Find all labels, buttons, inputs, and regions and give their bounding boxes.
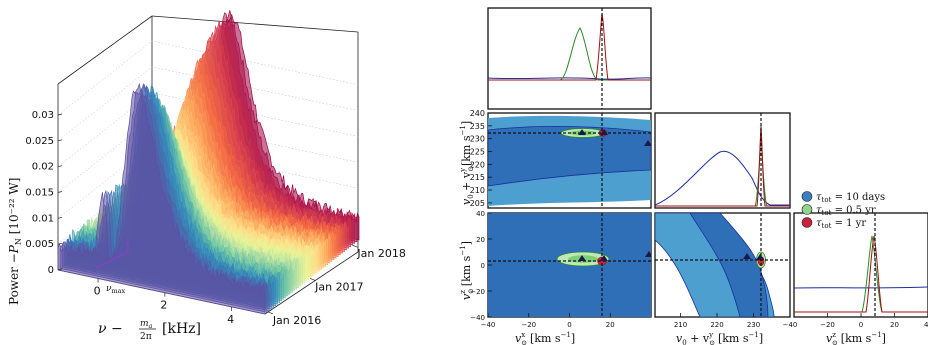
- corner-tick-label: −40: [481, 321, 496, 329]
- z-tick: [57, 139, 63, 142]
- marginal-vx-green: [488, 27, 651, 81]
- corner-tick-label: 205: [470, 199, 485, 208]
- corner-tick-label: 220: [470, 160, 485, 169]
- corner-tick-label: 225: [470, 148, 485, 157]
- corner-tick-label: 0: [567, 321, 571, 329]
- y-axis-label: Power −PN [10⁻²² W]: [7, 178, 23, 305]
- z-tick-label: 0.025: [25, 136, 54, 147]
- waterfall-traces: [57, 10, 360, 315]
- marginal-vx-frame: [487, 7, 652, 110]
- corner-tick-label: 220: [710, 321, 723, 329]
- vz-bottom-axis-label: vz ⊙ [km s−1]: [826, 331, 886, 345]
- waterfall-trace: [57, 82, 266, 315]
- time-tick: [352, 244, 358, 248]
- corner-tick-label: 40: [476, 210, 485, 218]
- x-axis-ticks: 0 2 4: [94, 278, 234, 326]
- joint-vy-vz: [655, 213, 790, 317]
- z-tick: [57, 268, 63, 271]
- corner-tick-label: 210: [470, 186, 485, 195]
- vy-axis-label: v0 + vy⊙[km s−1]: [459, 121, 475, 205]
- legend-label: τtot = 0.5 yr: [816, 205, 876, 217]
- z-tick: [57, 191, 63, 193]
- legend-label: τtot = 10 days: [816, 192, 885, 204]
- svg-text:ν −: ν −: [98, 321, 123, 337]
- marginal-vz: [794, 213, 928, 317]
- z-tick: [57, 165, 63, 168]
- corner-tick-label: −40: [470, 314, 485, 322]
- joint-vx-vz: [488, 213, 651, 317]
- z-tick-label: 0.02: [32, 162, 54, 173]
- corner-tick-label: 215: [470, 173, 485, 182]
- marginal-vy: [655, 113, 790, 208]
- legend-marker: [801, 191, 813, 202]
- corner-tick-label: −20: [521, 321, 536, 329]
- legend-label: τtot = 1 yr: [816, 218, 866, 230]
- corner-ticks: −40 −20 0 20 205 210 215 220 225 230 235 240 −40 −20 0…: [470, 109, 928, 329]
- corner-tick-label: 20: [606, 321, 615, 329]
- vy-bottom-axis-label: v0 + vy ⊙ [km s−1]: [676, 331, 763, 345]
- time-tick: [267, 311, 273, 315]
- z-tick-label: 0: [48, 265, 54, 276]
- marginal-vx-red: [488, 13, 651, 81]
- corner-tick-label: 210: [674, 321, 687, 329]
- x-tick-label: 2: [160, 299, 167, 312]
- corner-tick-label: 230: [747, 321, 760, 329]
- corner-plot: −40 −20 0 20 205 210 215 220 225 230 235 240 −40 −20 0…: [459, 7, 928, 345]
- x-tick-label: 0: [94, 285, 101, 298]
- corner-tick-label: −40: [783, 321, 798, 329]
- z-tick-label: 0.005: [25, 239, 54, 250]
- nu-max-marker: νmax: [95, 238, 129, 295]
- corner-tick-label: 235: [470, 122, 485, 131]
- z-tick: [57, 216, 63, 219]
- corner-tick-label: 20: [476, 236, 485, 244]
- x-axis-label: ν − ma 2π [kHz]: [98, 319, 201, 342]
- corner-tick-label: −20: [470, 288, 485, 296]
- z-tick: [57, 242, 63, 245]
- z-tick: [57, 113, 63, 116]
- z-tick-label: 0.01: [32, 213, 54, 224]
- corner-tick-label: 240: [470, 109, 485, 118]
- waterfall-plot: νmax 0 0.005 0.01 0.015 0.02 0.025 0.03 0 2 4 Ja…: [7, 10, 406, 342]
- corner-tick-label: 230: [470, 135, 485, 144]
- time-tick-label: Jan 2018: [356, 247, 405, 260]
- corner-tick-label: −20: [820, 321, 835, 329]
- marginal-vx: [488, 8, 651, 109]
- x-tick-label: 4: [227, 313, 234, 326]
- time-tick-label: Jan 2017: [314, 280, 363, 293]
- marginal-vx-blue: [488, 77, 651, 80]
- corner-tick-label: 20: [890, 321, 899, 329]
- legend-marker: [801, 204, 813, 215]
- z-tick-label: 0.015: [25, 188, 54, 199]
- corner-tick-label: 0: [481, 262, 485, 270]
- time-tick: [309, 278, 316, 281]
- vx-axis-label: vx ⊙ [km s−1]: [515, 331, 575, 345]
- marginal-vy-frame: [654, 112, 791, 209]
- time-tick-label: Jan 2016: [272, 314, 321, 327]
- svg-text:2π: 2π: [140, 332, 152, 342]
- corner-tick-label: 40: [924, 321, 928, 329]
- nu-max-label: νmax: [106, 284, 126, 295]
- vz-axis-label: vz⊙[km s−1]: [459, 241, 475, 300]
- joint-vx-vy: [488, 113, 651, 208]
- legend-marker: [801, 217, 813, 228]
- svg-text:ma: ma: [140, 319, 153, 330]
- corner-tick-label: 0: [859, 321, 863, 329]
- z-tick-label: 0.03: [32, 110, 54, 121]
- time-axis-ticks: Jan 2016 Jan 2017 Jan 2018: [267, 244, 406, 327]
- svg-text:[kHz]: [kHz]: [162, 321, 201, 337]
- z-axis-ticks: 0 0.005 0.01 0.015 0.02 0.025 0.03: [25, 110, 63, 276]
